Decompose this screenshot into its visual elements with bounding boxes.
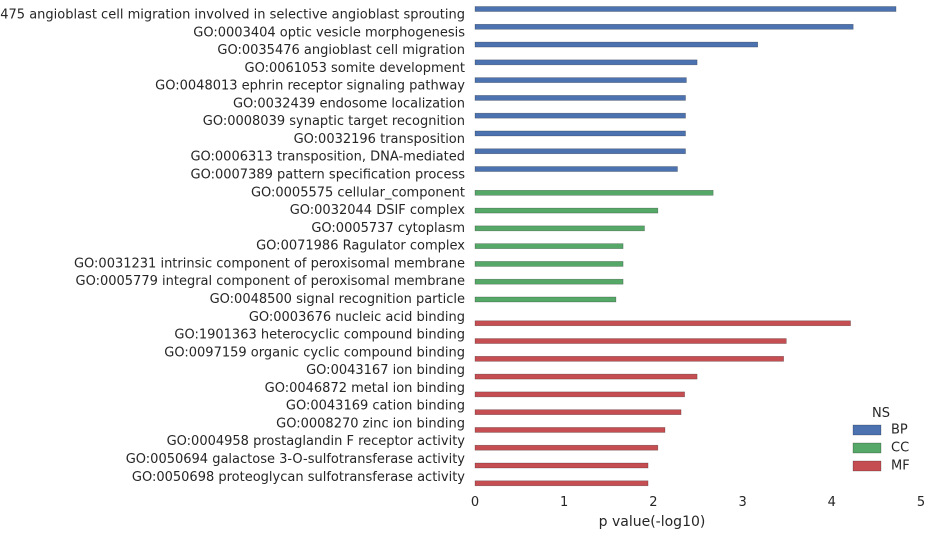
category-label: GO:0031231 intrinsic component of peroxi… [74, 256, 465, 271]
bar-cc [474, 243, 624, 249]
bar-cc [474, 225, 645, 232]
bar-mf [474, 409, 682, 415]
category-label: GO:0048500 signal recognition particle [210, 292, 465, 307]
category-label: GO:0008039 synaptic target recognition [203, 114, 465, 129]
bar-bp [474, 41, 759, 48]
x-axis-ticks: 0 1 2 3 4 5 [471, 495, 925, 510]
x-tick-label: 4 [828, 495, 836, 510]
legend: NS BP CC MF [852, 406, 910, 474]
bar-mf [474, 373, 698, 380]
bar-mf [474, 320, 851, 327]
bar-cc [474, 207, 659, 214]
category-label: GO:0043169 cation binding [286, 399, 465, 414]
x-tick-label: 1 [560, 495, 568, 510]
bar-bp [474, 166, 678, 172]
category-label: GO:0004958 prostaglandin F receptor acti… [167, 434, 466, 449]
legend-label-cc: CC [891, 441, 909, 456]
category-label: GO:0071986 Ragulator complex [256, 239, 465, 254]
bar-mf [474, 444, 659, 451]
category-label: GO:0005575 cellular_component [251, 185, 465, 200]
x-tick-label: 3 [738, 495, 746, 510]
bars-layer [474, 6, 897, 487]
x-tick-label: 0 [471, 495, 479, 510]
category-label: GO:0005737 cytoplasm [311, 221, 465, 236]
category-label: GO:0008270 zinc ion binding [276, 416, 465, 431]
category-label: GO:0003404 optic vesicle morphogenesis [193, 25, 465, 40]
bar-cc [474, 190, 714, 196]
category-label: GO:0035475 angioblast cell migration inv… [0, 8, 465, 23]
x-tick-label: 5 [917, 495, 925, 510]
category-label: GO:0032439 endosome localization [233, 96, 465, 111]
bar-bp [474, 95, 686, 101]
category-label: GO:0097159 organic cyclic compound bindi… [164, 345, 465, 360]
category-label: GO:0043167 ion binding [306, 363, 465, 378]
bar-bp [474, 130, 686, 137]
bar-mf [474, 356, 784, 362]
category-label: GO:0046872 metal ion binding [265, 381, 465, 396]
bar-mf [474, 338, 787, 344]
bar-cc [474, 278, 624, 285]
bar-bp [474, 112, 686, 119]
category-label: GO:0003676 nucleic acid binding [249, 310, 465, 325]
legend-swatch-mf [852, 460, 882, 472]
legend-items: BP CC MF [852, 423, 910, 474]
category-label: GO:0050698 proteoglycan sulfotransferase… [132, 470, 465, 485]
legend-title: NS [872, 406, 890, 421]
bar-bp [474, 6, 897, 12]
category-label: GO:0048013 ephrin receptor signaling pat… [155, 79, 465, 94]
bar-mf [474, 427, 666, 433]
legend-label-bp: BP [891, 423, 908, 438]
category-label: GO:0050694 galactose 3-O-sulfotransferas… [126, 452, 466, 467]
category-labels: GO:0035475 angioblast cell migration inv… [0, 8, 465, 485]
category-label: GO:0061053 somite development [245, 61, 465, 76]
category-label: GO:0007389 pattern specification process [191, 168, 466, 183]
x-tick-label: 2 [649, 495, 657, 510]
bar-bp [474, 77, 687, 83]
bar-cc [474, 296, 617, 303]
bar-cc [474, 261, 624, 267]
bar-bp [474, 23, 854, 30]
bar-bp [474, 59, 698, 66]
category-label: GO:0006313 transposition, DNA-mediated [190, 150, 465, 165]
x-axis-title: p value(-log10) [599, 514, 706, 530]
legend-label-mf: MF [891, 459, 910, 474]
bar-mf [474, 480, 649, 487]
category-label: GO:0032044 DSIF complex [290, 203, 466, 218]
bar-mf [474, 391, 685, 398]
category-label: GO:0035476 angioblast cell migration [217, 43, 465, 58]
bar-mf [474, 462, 649, 469]
legend-swatch-bp [852, 424, 882, 436]
category-label: GO:0005779 integral component of peroxis… [76, 274, 465, 289]
legend-swatch-cc [852, 442, 882, 454]
category-label: GO:1901363 heterocyclic compound binding [174, 328, 465, 343]
bar-bp [474, 148, 686, 155]
category-label: GO:0032196 transposition [294, 132, 465, 147]
